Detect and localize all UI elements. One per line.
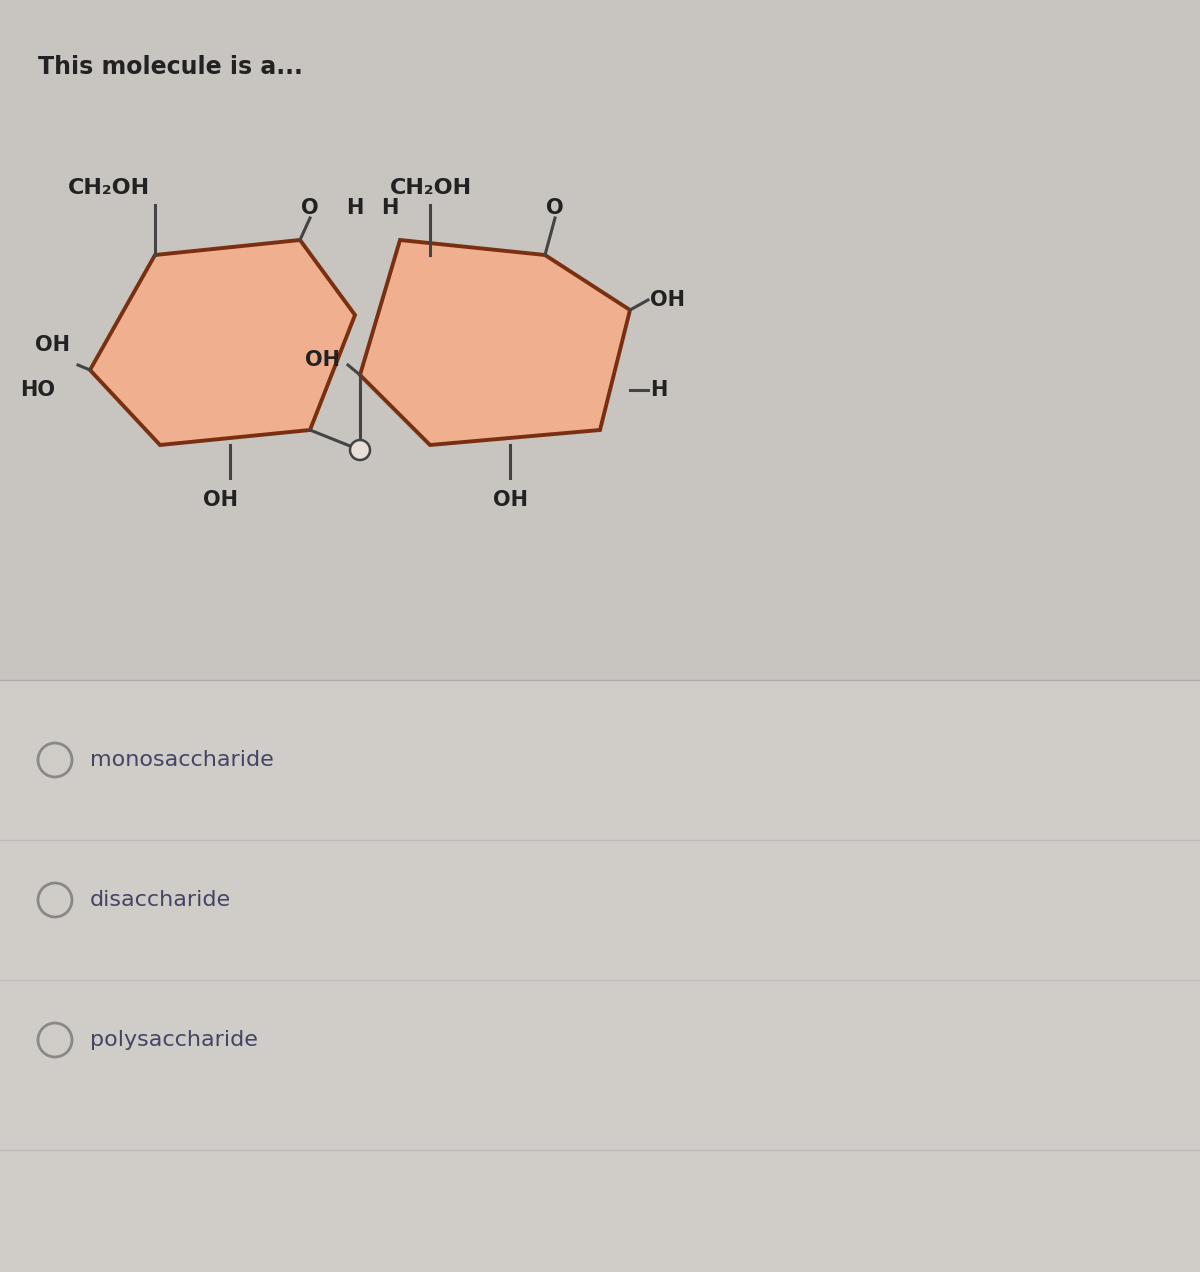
Text: HO: HO [20,380,55,399]
Text: monosaccharide: monosaccharide [90,750,274,770]
Text: CH₂OH: CH₂OH [68,178,150,198]
Text: H: H [347,198,364,218]
Circle shape [350,440,370,460]
Text: CH₂OH: CH₂OH [390,178,472,198]
Text: This molecule is a...: This molecule is a... [38,55,302,79]
Polygon shape [0,681,1200,1272]
Text: OH: OH [492,490,528,510]
Polygon shape [90,240,355,445]
Text: O: O [301,198,319,218]
Polygon shape [360,240,630,445]
Text: OH: OH [305,350,340,370]
Text: H: H [382,198,398,218]
Text: H: H [650,380,667,399]
Text: polysaccharide: polysaccharide [90,1030,258,1049]
Text: disaccharide: disaccharide [90,890,232,909]
Text: OH: OH [203,490,238,510]
Text: O: O [546,198,564,218]
Text: OH: OH [35,335,70,355]
Text: OH: OH [650,290,685,310]
